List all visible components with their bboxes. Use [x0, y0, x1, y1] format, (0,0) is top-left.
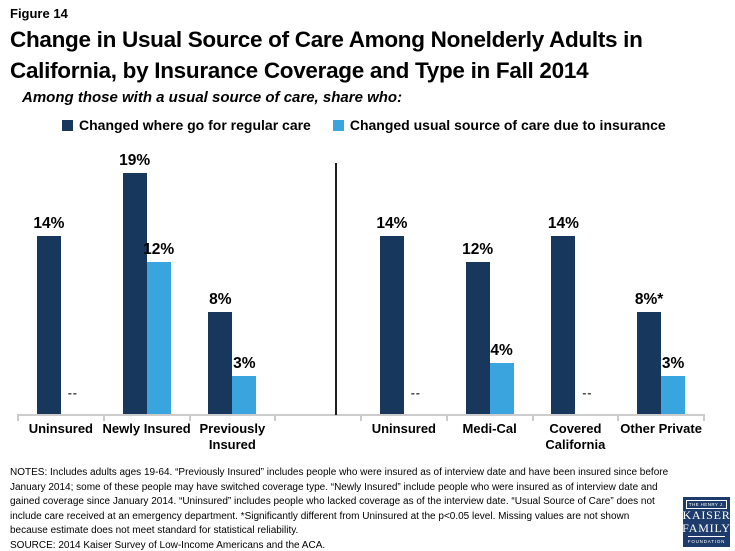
- legend-swatch-dark-icon: [62, 119, 73, 131]
- title-line-1: Change in Usual Source of Care Among Non…: [10, 27, 643, 52]
- notes-line: SOURCE: 2014 Kaiser Survey of Low-Income…: [10, 539, 326, 551]
- bar-value-label: 3%: [661, 355, 685, 372]
- bar-light-series: 4%: [489, 342, 514, 414]
- bar-group: 14% --: [18, 150, 104, 414]
- x-axis-category-label: Previously Insured: [199, 421, 266, 452]
- kff-logo-henry-text: THE HENRY J.: [685, 500, 728, 509]
- x-axis-tick: [703, 414, 705, 421]
- bar-dark-series: 8%*: [635, 291, 663, 414]
- legend-label-light: Changed usual source of care due to insu…: [349, 117, 666, 133]
- bar-dark-series: 14%: [548, 215, 579, 414]
- x-axis-category-label: Uninsured: [371, 421, 437, 436]
- kff-logo-kaiser-text: KAISER: [682, 508, 731, 522]
- chart-spacer-slot: [275, 150, 361, 414]
- section-divider-line: [334, 163, 337, 415]
- notes-line: NOTES: Includes adults ages 19-64. “Prev…: [10, 467, 669, 478]
- bar-dark-series: 8%: [208, 291, 233, 414]
- bar-value-label: 12%: [462, 241, 494, 258]
- kff-logo-family-text: FAMILY: [682, 520, 731, 535]
- notes-and-source: NOTES: Includes adults ages 19-64. “Prev…: [10, 466, 668, 551]
- x-axis-tick: [617, 414, 620, 421]
- legend-item-dark: Changed where go for regular care: [62, 117, 311, 133]
- bar-group: 14% --: [361, 150, 447, 414]
- bar-value-label: 3%: [233, 355, 256, 372]
- notes-line: gained coverage since January 2014. “Uni…: [10, 496, 655, 507]
- kff-logo-foundation-text: FOUNDATION: [687, 536, 726, 544]
- bar-dark-series: 14%: [33, 215, 64, 414]
- x-axis-labels: Uninsured Newly Insured Previously Insured…: [18, 421, 704, 453]
- bar-value-label: 14%: [547, 215, 579, 232]
- x-axis-tick: [188, 414, 191, 421]
- bar-value-label: 14%: [33, 215, 65, 232]
- bar-value-label: 4%: [490, 342, 513, 359]
- figure-label: Figure 14: [10, 6, 68, 21]
- x-axis-tick: [274, 414, 277, 421]
- x-axis-category-label: Newly Insured: [102, 421, 191, 436]
- legend-label-dark: Changed where go for regular care: [79, 117, 311, 133]
- bar-chart-plot-area: 14% -- 19% 12% 8% 3% 14% -- 12% 4% 14% -- 8%* 3%: [17, 150, 705, 421]
- x-axis-category-label: Other Private: [620, 421, 702, 436]
- x-axis-tick: [531, 414, 534, 421]
- x-axis-tick: [17, 414, 19, 421]
- bar-value-label: 8%*: [634, 291, 664, 308]
- bar-value-label: 12%: [143, 241, 175, 258]
- x-axis-tick: [102, 414, 105, 421]
- bar-light-series: 3%: [232, 355, 257, 414]
- legend-item-light: Changed usual source of care due to insu…: [332, 117, 666, 133]
- bar-value-label: 14%: [376, 215, 408, 232]
- chart-subtitle: Among those with a usual source of care,…: [22, 89, 403, 106]
- missing-value-marker: --: [582, 386, 593, 400]
- x-axis-tick: [445, 414, 448, 421]
- bar-dark-series: 12%: [462, 241, 493, 414]
- legend-swatch-light-icon: [332, 119, 344, 131]
- x-axis-category-label: Covered California: [545, 421, 606, 452]
- missing-value-marker: --: [67, 386, 78, 400]
- bar-group: 8%* 3%: [618, 150, 704, 414]
- x-axis-category-label: Medi-Cal: [462, 421, 517, 436]
- chart-legend: Changed where go for regular care Change…: [62, 117, 666, 133]
- bar-group: 14% --: [533, 150, 619, 414]
- bar-groups: 14% -- 19% 12% 8% 3% 14% -- 12% 4% 14% -- 8%* 3%: [18, 150, 704, 414]
- kff-logo: THE HENRY J. KAISER FAMILY FOUNDATION: [682, 497, 731, 547]
- bar-light-series: 12%: [143, 241, 174, 414]
- missing-value-marker: --: [410, 386, 421, 400]
- notes-line: include care received at an emergency de…: [10, 510, 630, 522]
- bar-group: 19% 12%: [104, 150, 190, 414]
- bar-group: 8% 3%: [190, 150, 276, 414]
- page-title: Change in Usual Source of Care Among Non…: [10, 24, 643, 86]
- notes-line: January 2014; some of these people may h…: [10, 481, 658, 493]
- bar-value-label: 8%: [209, 291, 232, 308]
- x-axis-tick: [360, 414, 362, 421]
- bar-dark-series: 19%: [119, 152, 150, 414]
- bar-group: 12% 4%: [447, 150, 533, 414]
- notes-line: because estimate does not meet standard …: [10, 525, 299, 536]
- bar-dark-series: 14%: [376, 215, 407, 414]
- x-axis-category-label: Uninsured: [28, 421, 94, 436]
- bar-value-label: 19%: [119, 152, 151, 169]
- title-line-2: California, by Insurance Coverage and Ty…: [10, 58, 589, 83]
- bar-light-series: 3%: [661, 355, 686, 414]
